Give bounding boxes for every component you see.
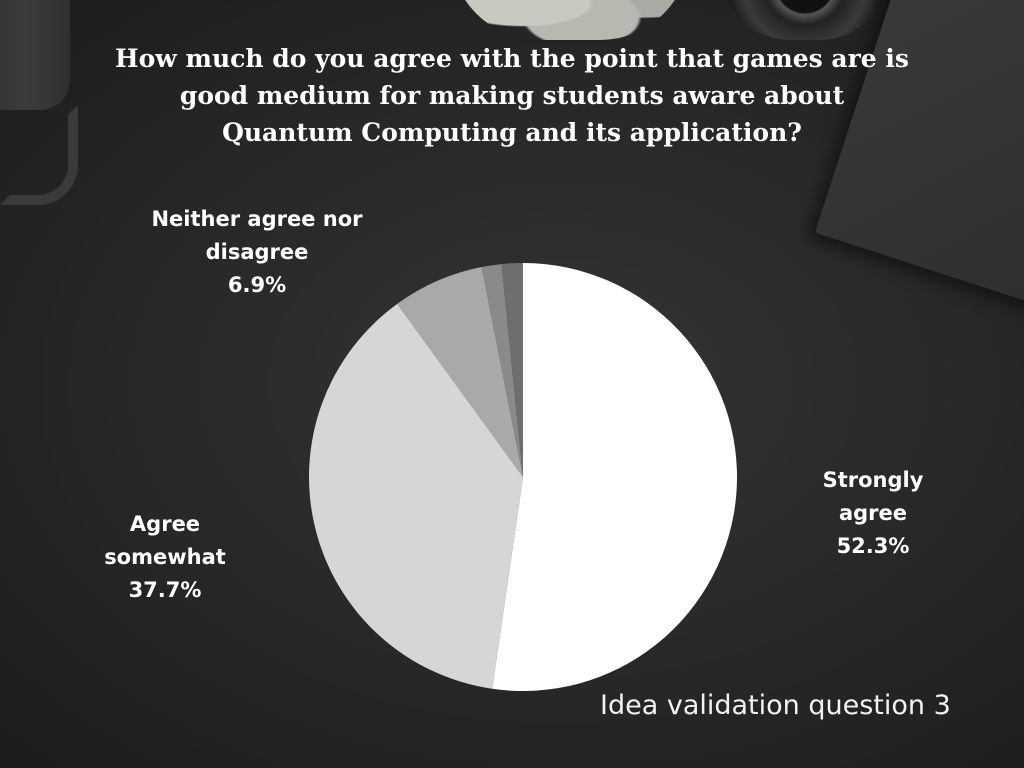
label-agree-somewhat-line2: somewhat bbox=[104, 545, 226, 569]
pie-slice-1 bbox=[492, 263, 737, 691]
mug-decoration bbox=[0, 0, 70, 110]
chart-title: How much do you agree with the point tha… bbox=[115, 44, 909, 147]
pie-slice-5 bbox=[501, 263, 523, 477]
label-strongly-agree-line1: Strongly bbox=[822, 468, 924, 492]
pie-slice-2 bbox=[308, 303, 523, 689]
mug-handle-decoration bbox=[0, 105, 78, 205]
label-agree-somewhat-line1: Agree bbox=[129, 512, 201, 536]
label-agree-somewhat-pct: 37.7% bbox=[128, 578, 202, 602]
footer-caption: Idea validation question 3 bbox=[600, 690, 951, 721]
label-strongly-agree-pct: 52.3% bbox=[836, 534, 910, 558]
label-strongly-agree: Strongly agree 52.3% bbox=[818, 464, 928, 563]
label-neither-line1: Neither agree nor bbox=[151, 207, 363, 231]
label-neither: Neither agree nor disagree 6.9% bbox=[145, 203, 369, 302]
label-neither-pct: 6.9% bbox=[227, 273, 287, 297]
label-agree-somewhat: Agree somewhat 37.7% bbox=[100, 508, 230, 607]
label-neither-line2: disagree bbox=[205, 240, 309, 264]
pie-slice-3 bbox=[397, 267, 523, 477]
label-strongly-agree-line2: agree bbox=[838, 501, 908, 525]
pie-slice-4 bbox=[481, 264, 523, 477]
